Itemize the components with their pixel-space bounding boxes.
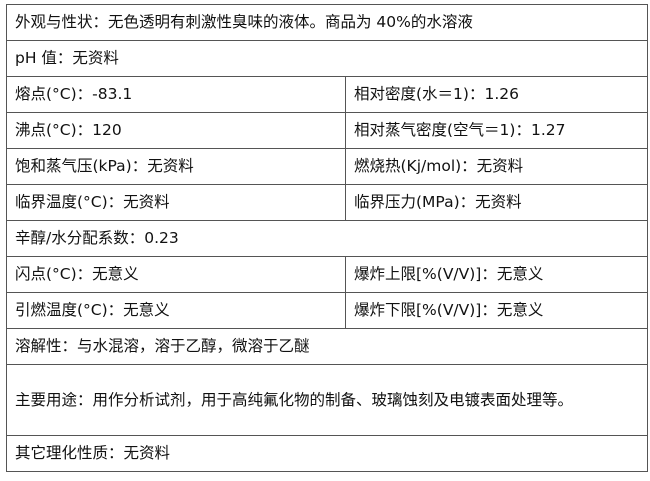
relative-density-cell: 相对密度(水＝1)：1.26 [345,76,648,113]
table-row: pH 值：无资料 [6,40,648,77]
combustion-heat-cell: 燃烧热(Kj/mol)：无资料 [345,148,648,185]
critical-pressure-cell: 临界压力(MPa)：无资料 [345,184,648,221]
ph-cell: pH 值：无资料 [6,40,648,77]
appearance-cell: 外观与性状：无色透明有刺激性臭味的液体。商品为 40%的水溶液 [6,4,648,41]
partition-coefficient-cell: 辛醇/水分配系数：0.23 [6,220,648,257]
solubility-cell: 溶解性：与水混溶，溶于乙醇，微溶于乙醚 [6,328,648,365]
table-row: 主要用途：用作分析试剂，用于高纯氟化物的制备、玻璃蚀刻及电镀表面处理等。 [6,364,648,436]
table-row: 熔点(°C)：-83.1 相对密度(水＝1)：1.26 [6,76,648,113]
table-row: 沸点(°C)：120 相对蒸气密度(空气＝1)：1.27 [6,112,648,149]
table-row: 引燃温度(°C)：无意义 爆炸下限[%(V/V)]：无意义 [6,292,648,329]
upper-explosive-limit-cell: 爆炸上限[%(V/V)]：无意义 [345,256,648,293]
lower-explosive-limit-cell: 爆炸下限[%(V/V)]：无意义 [345,292,648,329]
critical-temperature-cell: 临界温度(°C)：无资料 [6,184,346,221]
melting-point-cell: 熔点(°C)：-83.1 [6,76,346,113]
properties-table: 外观与性状：无色透明有刺激性臭味的液体。商品为 40%的水溶液 pH 值：无资料… [6,4,648,472]
table-row: 溶解性：与水混溶，溶于乙醇，微溶于乙醚 [6,328,648,365]
table-row: 饱和蒸气压(kPa)：无资料 燃烧热(Kj/mol)：无资料 [6,148,648,185]
table-row: 辛醇/水分配系数：0.23 [6,220,648,257]
vapor-density-cell: 相对蒸气密度(空气＝1)：1.27 [345,112,648,149]
vapor-pressure-cell: 饱和蒸气压(kPa)：无资料 [6,148,346,185]
table-row: 闪点(°C)：无意义 爆炸上限[%(V/V)]：无意义 [6,256,648,293]
table-row: 临界温度(°C)：无资料 临界压力(MPa)：无资料 [6,184,648,221]
other-properties-cell: 其它理化性质：无资料 [6,435,648,472]
ignition-temperature-cell: 引燃温度(°C)：无意义 [6,292,346,329]
table-row: 外观与性状：无色透明有刺激性臭味的液体。商品为 40%的水溶液 [6,4,648,41]
main-uses-cell: 主要用途：用作分析试剂，用于高纯氟化物的制备、玻璃蚀刻及电镀表面处理等。 [6,364,648,436]
flash-point-cell: 闪点(°C)：无意义 [6,256,346,293]
boiling-point-cell: 沸点(°C)：120 [6,112,346,149]
table-row: 其它理化性质：无资料 [6,435,648,472]
